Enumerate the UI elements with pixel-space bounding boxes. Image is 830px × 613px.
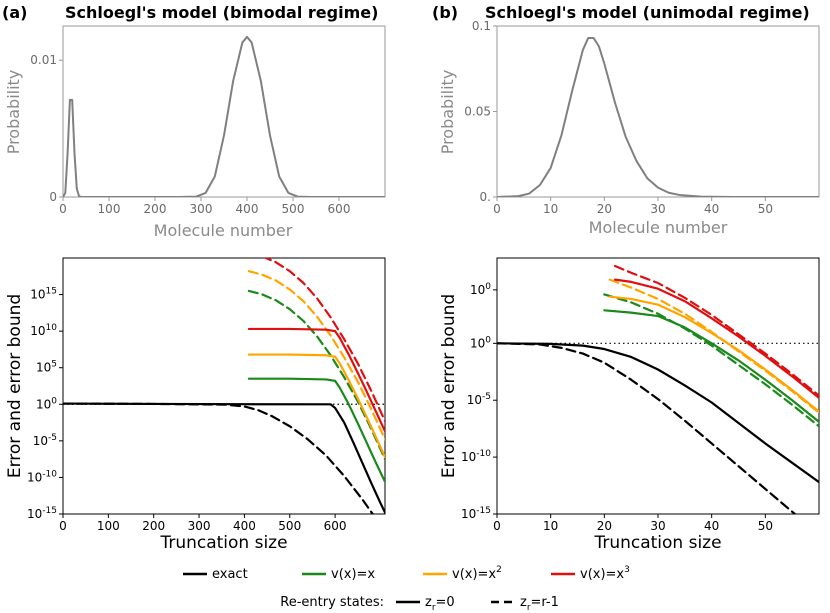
b-bottom-ytick-label: 10-10 [461,449,491,464]
legend-reentry-label: Re-entry states: [280,595,384,610]
a-bottom-ytick-label: 10-5 [33,433,57,448]
b-top-ytick-label: 0.05 [464,105,491,119]
b-top-ytick-label: 0. [480,190,491,204]
panel-a-title: Schloegl's model (bimodal regime) [65,3,378,22]
b-bottom-xtick-label: 10 [543,519,558,533]
a-top-ytick-label: 0 [49,190,57,204]
a-bottom-ytick-label: 10-15 [27,506,57,521]
a-top-xtick-label: 500 [282,202,305,216]
legend-label-exact: exact [212,567,248,582]
a-bottom-ytick-label: 1015 [30,287,57,302]
a-top-xtick-label: 300 [190,202,213,216]
a-bottom-series-line [247,327,385,433]
a-top-frame [62,25,386,198]
a-top-xtick-label: 100 [98,202,121,216]
b-top-xtick-label: 50 [758,202,773,216]
panel-b-title: Schloegl's model (unimodal regime) [485,3,810,22]
b-bottom-xtick-label: 0 [493,519,501,533]
b-bottom-series-line [497,342,819,484]
b-bottom-series-line [613,264,819,397]
b-bottom-series-line [603,309,819,423]
b-bottom-ytick-label: 100 [470,335,491,350]
a-bottom-xtick-label: 0 [59,519,67,533]
legend-label-vx3: v(x)=x3 [580,565,630,582]
a-bottom-series-line [263,258,385,423]
b-top-frame [496,25,820,198]
b-top-xtick-label: 10 [543,202,558,216]
a-bottom-xtick-label: 100 [97,519,120,533]
b-bottom-xtick-label: 50 [758,519,773,533]
a-bottom-ytick-label: 10-10 [27,469,57,484]
b-bottom-ylabel: Error and error bound [439,294,459,478]
a-bottom-frame [62,257,386,515]
a-bottom-ytick-label: 100 [36,396,57,411]
b-bottom-ytick-label: 10-5 [467,392,491,407]
legend-label-zrr1: zr=r-1 [520,595,559,613]
b-bottom-xtick-label: 20 [597,519,612,533]
panel-a-label: (a) [2,3,27,22]
a-bottom-xtick-label: 300 [188,519,211,533]
a-bottom-series-line [247,353,385,459]
legend: exact v(x)=x v(x)=x2 v(x)=x3 Re-entry st… [183,565,630,613]
panel-b-label: (b) [432,3,458,22]
a-bottom-xtick-label: 500 [278,519,301,533]
b-bottom-ytick-label: 10-15 [461,506,491,521]
b-top-ytick-label: 0.1 [472,19,491,33]
b-bottom-series-line [497,342,797,514]
a-bottom-ylabel: Error and error bound [5,294,25,478]
b-top-xtick-label: 40 [704,202,719,216]
legend-label-zr0: zr=0 [425,595,455,613]
b-bottom-frame [496,257,820,515]
b-bottom-xtick-label: 30 [650,519,665,533]
a-top-xtick-label: 200 [144,202,167,216]
a-top-xtick-label: 600 [328,202,351,216]
b-bottom-series-line [613,278,819,400]
a-top-ytick-label: 0.01 [30,53,57,67]
b-top-xtick-label: 30 [650,202,665,216]
a-top-xtick-label: 400 [236,202,259,216]
b-bottom-series-line [603,293,819,428]
b-top-ylabel: Probability [438,70,457,155]
b-bottom-ytick-label: 100 [470,282,491,297]
a-bottom-xtick-label: 200 [142,519,165,533]
b-top-xtick-label: 20 [597,202,612,216]
a-bottom-series-line [247,377,385,483]
a-top-xlabel: Molecule number [154,221,293,240]
a-bottom-ytick-label: 1010 [30,323,57,338]
a-bottom-xlabel: Truncation size [159,533,287,553]
b-bottom-series-line [608,278,819,414]
a-top-xtick-label: 0 [59,202,67,216]
b-bottom-xtick-label: 40 [704,519,719,533]
b-top-xtick-label: 0 [493,202,501,216]
a-bottom-ytick-label: 105 [36,360,57,375]
a-bottom-series-line [63,402,385,514]
a-bottom-xtick-label: 400 [233,519,256,533]
a-bottom-series-line [247,270,385,441]
b-top-xlabel: Molecule number [589,218,728,237]
a-top-series-line [63,35,385,197]
b-top-series-line [497,36,819,197]
a-bottom-series-line [63,402,375,514]
a-bottom-xtick-label: 600 [324,519,347,533]
legend-label-vx: v(x)=x [331,567,375,582]
legend-label-vx2: v(x)=x2 [452,565,502,582]
b-bottom-xlabel: Truncation size [593,533,721,553]
a-bottom-series-line [247,289,385,461]
a-top-ylabel: Probability [4,70,23,155]
